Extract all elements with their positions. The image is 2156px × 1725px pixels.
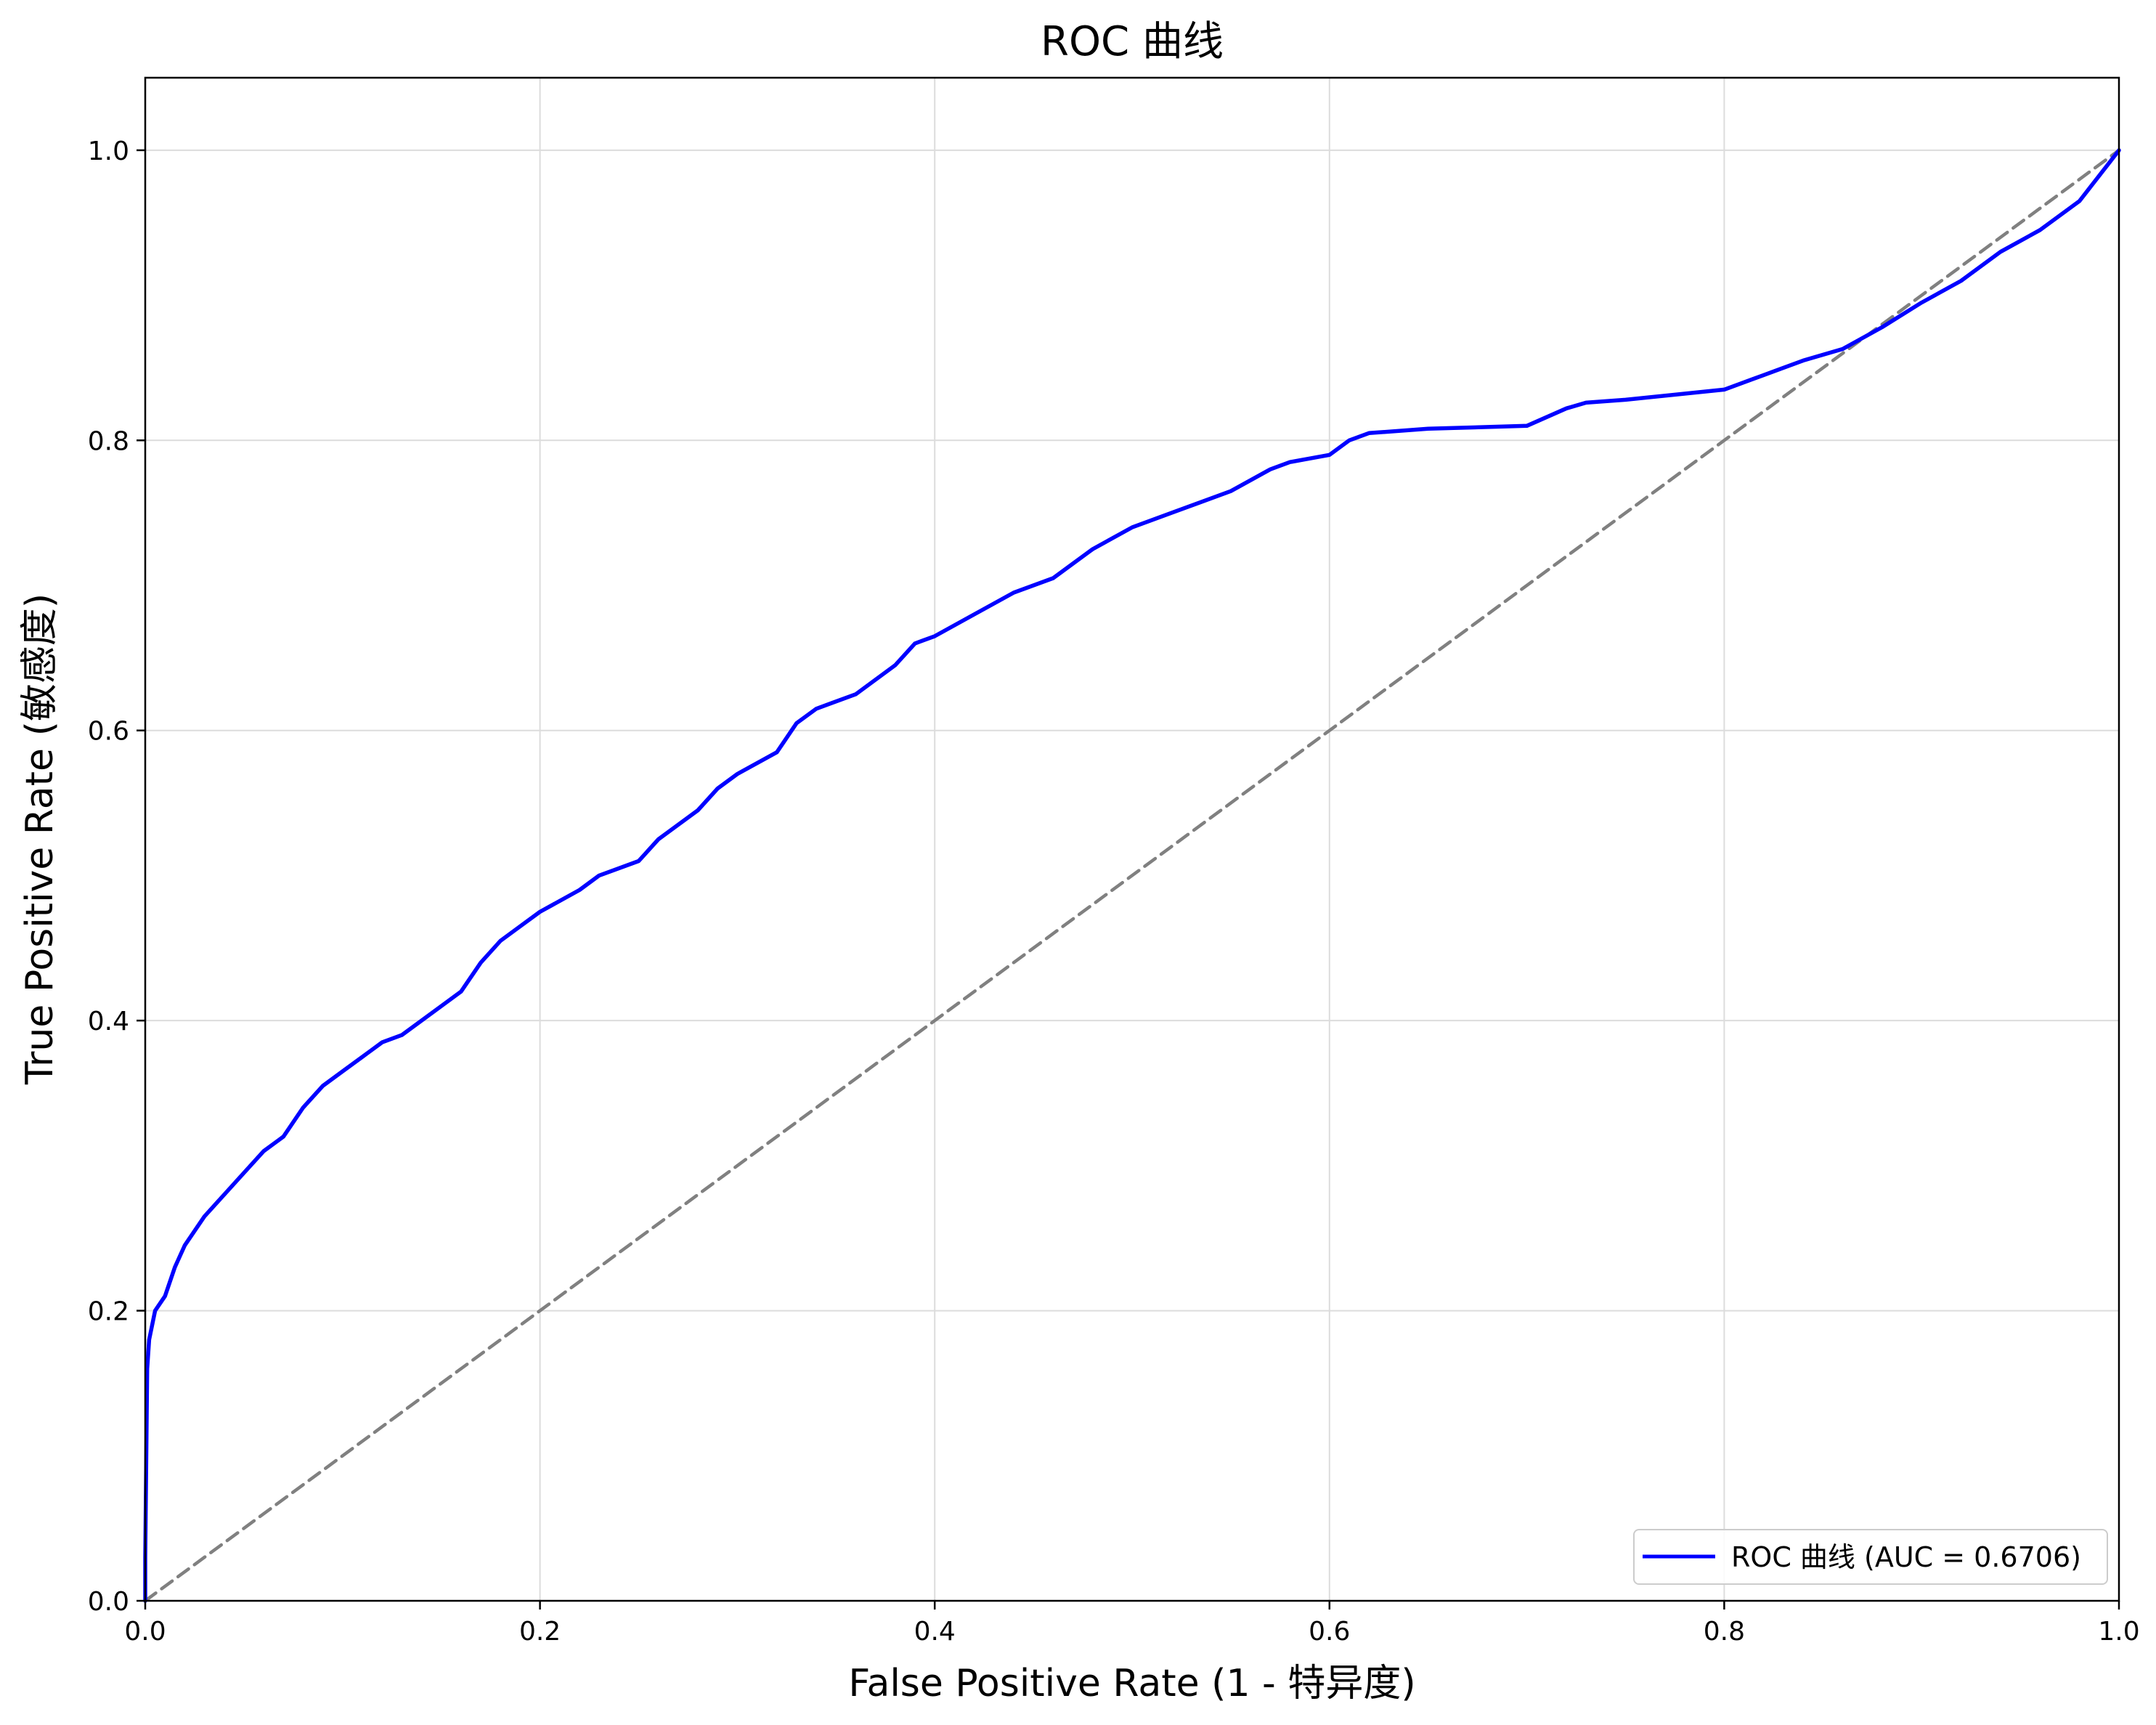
chart-title: ROC 曲线 bbox=[1041, 18, 1224, 65]
y-axis-label: True Positive Rate (敏感度) bbox=[18, 593, 62, 1085]
ticks-layer: 0.0 0.2 0.4 0.6 0.8 1.0 0.0 0.2 0.4 0.6 0.8 1.0 bbox=[88, 137, 2140, 1647]
legend-label-roc: ROC 曲线 (AUC = 0.6706) bbox=[1731, 1541, 2081, 1573]
x-tick-label-3: 0.6 bbox=[1309, 1617, 1350, 1647]
legend: ROC 曲线 (AUC = 0.6706) bbox=[1633, 1529, 2108, 1585]
y-tick-label-1: 0.2 bbox=[88, 1297, 129, 1327]
y-tick-label-0: 0.0 bbox=[88, 1587, 129, 1617]
y-tick-label-3: 0.6 bbox=[88, 717, 129, 747]
y-tick-label-2: 0.4 bbox=[88, 1007, 129, 1036]
x-tick-label-5: 1.0 bbox=[2098, 1617, 2139, 1647]
reference-diagonal-line bbox=[143, 148, 2121, 1603]
y-tick-label-4: 0.8 bbox=[88, 426, 129, 456]
series-layer bbox=[143, 148, 2121, 1603]
roc-curve-line bbox=[143, 148, 2121, 1603]
x-axis-label: False Positive Rate (1 - 特异度) bbox=[848, 1662, 1415, 1705]
x-tick-label-1: 0.2 bbox=[519, 1617, 561, 1647]
y-tick-label-5: 1.0 bbox=[88, 137, 129, 166]
x-tick-label-2: 0.4 bbox=[914, 1617, 956, 1647]
plot-frame bbox=[144, 76, 2120, 1602]
x-tick-label-0: 0.0 bbox=[124, 1617, 166, 1647]
x-tick-label-4: 0.8 bbox=[1704, 1617, 1745, 1647]
legend-box bbox=[1633, 1529, 2108, 1585]
